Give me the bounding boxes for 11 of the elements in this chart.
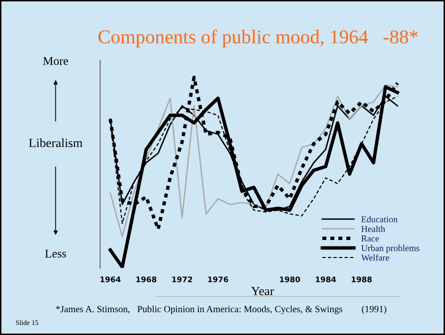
text: *James A. Stimson, Public Opinion in America: Moods, Cycles, & Swings (1991) xyxy=(56,306,386,314)
legend-label: Health xyxy=(361,226,386,232)
chart-title: Components of public mood, 1964 -88* xyxy=(98,30,418,48)
legend-label: Welfare xyxy=(361,254,390,261)
y-axis-title: Liberalism xyxy=(28,138,83,148)
legend-label: Urban problems xyxy=(361,244,420,253)
text: Less xyxy=(45,250,66,258)
x-axis-title: Year xyxy=(251,286,274,296)
legend-label: Education xyxy=(361,216,398,222)
text: More xyxy=(43,57,68,65)
legend-label: Race xyxy=(361,236,379,242)
